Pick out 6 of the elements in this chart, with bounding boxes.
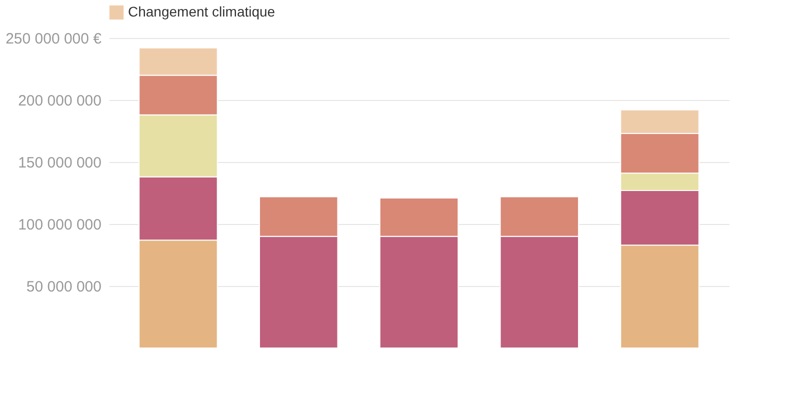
y-tick-label: 150 000 000	[18, 154, 102, 172]
legend-label: Changement climatique	[128, 4, 276, 20]
y-tick-label: 200 000 000	[18, 92, 102, 110]
y-tick-label: 250 000 000 €	[6, 30, 102, 48]
y-tick-label: 100 000 000	[18, 216, 102, 234]
y-tick-label: 50 000 000	[26, 278, 102, 296]
